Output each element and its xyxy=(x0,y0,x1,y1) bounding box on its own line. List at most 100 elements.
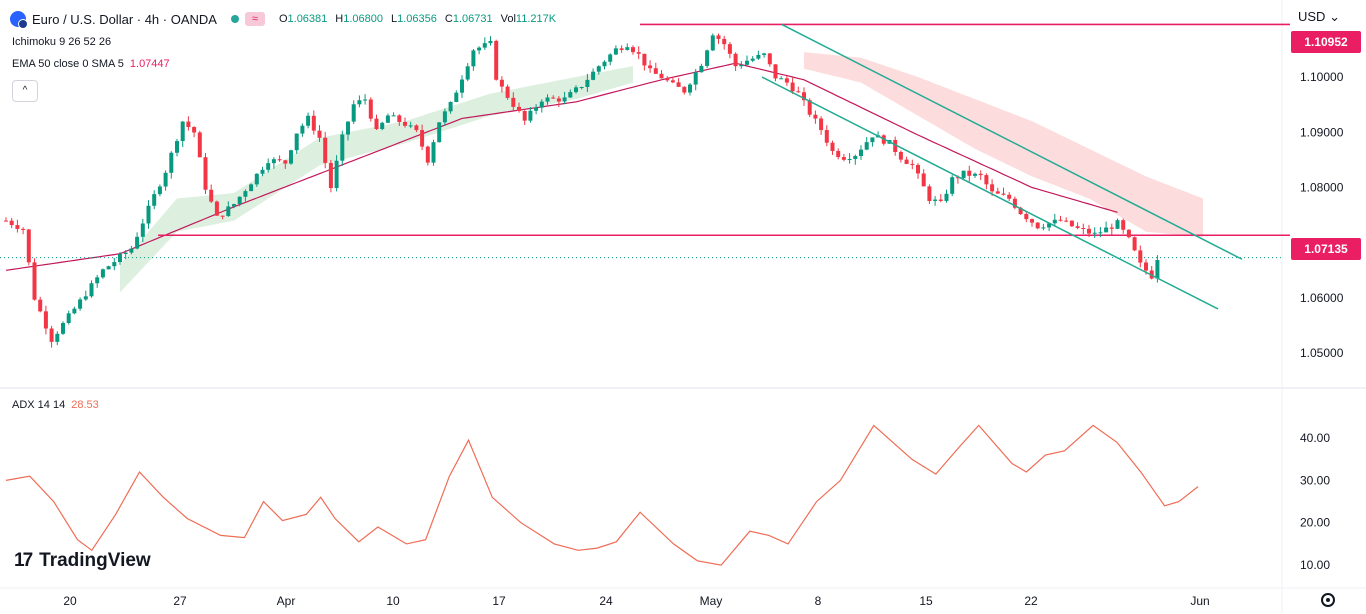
candle-body xyxy=(78,299,83,309)
candle-body xyxy=(254,173,259,185)
candle-body xyxy=(226,206,231,217)
candle-body xyxy=(385,115,390,123)
candle-body xyxy=(1081,227,1086,229)
candle-body xyxy=(1041,227,1046,229)
candle-body xyxy=(61,323,65,334)
adx-tick-label: 20.00 xyxy=(1300,516,1330,530)
adx-tick-label: 10.00 xyxy=(1300,558,1330,572)
candle-body xyxy=(773,64,778,79)
candle-body xyxy=(448,101,453,112)
candle-body xyxy=(334,160,339,189)
candles xyxy=(4,33,1160,348)
candle-body xyxy=(978,173,983,176)
candle-body xyxy=(534,107,539,111)
candle-body xyxy=(619,48,624,50)
candle-body xyxy=(556,98,561,102)
candle-body xyxy=(38,299,43,312)
candle-body xyxy=(465,66,470,80)
candle-body xyxy=(408,125,413,127)
candle-body xyxy=(1047,223,1052,228)
resistance-price-label: 1.10952 xyxy=(1291,31,1361,53)
price-tick-label: 1.09000 xyxy=(1300,125,1344,139)
candle-body xyxy=(750,58,755,61)
close-value: C1.06731 xyxy=(444,13,493,25)
candle-body xyxy=(904,159,909,164)
candle-body xyxy=(591,71,596,80)
candle-body xyxy=(363,99,368,101)
adx-line xyxy=(5,424,1199,566)
candle-body xyxy=(807,100,812,115)
candle-body xyxy=(477,47,482,51)
currency-selector[interactable]: USD ⌄ xyxy=(1298,9,1340,24)
candle-body xyxy=(955,177,960,179)
candle-body xyxy=(499,79,504,87)
candle-body xyxy=(631,47,635,53)
time-tick-label: Apr xyxy=(277,594,296,608)
price-tick-label: 1.06000 xyxy=(1300,291,1344,305)
channel-upper-line xyxy=(781,23,1243,260)
candle-body xyxy=(391,115,396,117)
candle-body xyxy=(779,78,784,80)
price-tick-label: 1.05000 xyxy=(1300,346,1344,360)
tradingview-logo-text: TradingView xyxy=(39,550,151,571)
adx-axis: 40.00 30.00 20.00 10.00 xyxy=(1300,431,1330,572)
candle-body xyxy=(938,199,943,201)
candle-body xyxy=(49,328,54,342)
time-tick-label: 22 xyxy=(1024,594,1038,608)
price-tick-label: 1.08000 xyxy=(1300,180,1344,194)
time-tick-label: Jun xyxy=(1190,594,1209,608)
time-tick-label: 15 xyxy=(919,594,933,608)
candle-body xyxy=(129,248,134,253)
candle-body xyxy=(767,53,772,65)
candle-body xyxy=(1012,198,1017,208)
tradingview-logo[interactable]: 17 TradingView xyxy=(14,550,151,572)
candle-body xyxy=(43,311,48,329)
candle-body xyxy=(676,82,681,87)
time-axis: 20 27 Apr 10 17 24 May 8 15 22 Jun xyxy=(63,594,1209,608)
candle-body xyxy=(1126,229,1131,238)
candle-body xyxy=(311,115,316,131)
candle-body xyxy=(482,43,487,48)
settings-icon[interactable] xyxy=(1321,593,1335,607)
candle-body xyxy=(1138,250,1143,263)
candle-body xyxy=(414,125,419,131)
candle-body xyxy=(653,68,658,74)
candle-body xyxy=(1132,237,1137,251)
candle-body xyxy=(66,313,71,324)
candle-body xyxy=(853,156,858,160)
adx-value: 28.53 xyxy=(71,399,99,411)
candle-body xyxy=(328,162,333,189)
ema-label[interactable]: EMA 50 close 0 SMA 5 1.07447 xyxy=(12,58,170,70)
candle-body xyxy=(995,191,1000,194)
candle-body xyxy=(898,152,903,160)
symbol-title[interactable]: Euro / U.S. Dollar · 4h · OANDA xyxy=(32,11,217,27)
candle-body xyxy=(380,122,385,130)
wave-icon[interactable]: ≈ xyxy=(244,12,265,26)
candle-body xyxy=(437,122,442,143)
collapse-indicators-button[interactable]: ^ xyxy=(12,80,38,102)
adx-tick-label: 30.00 xyxy=(1300,473,1330,487)
candle-body xyxy=(1104,227,1109,233)
ichimoku-label[interactable]: Ichimoku 9 26 52 26 xyxy=(12,36,112,48)
candle-body xyxy=(397,115,402,122)
candle-body xyxy=(682,86,687,93)
candle-body xyxy=(642,53,647,66)
candle-body xyxy=(1075,226,1080,228)
time-tick-label: 20 xyxy=(63,594,77,608)
candle-body xyxy=(790,82,795,92)
candle-body xyxy=(260,169,265,174)
adx-label[interactable]: ADX 14 14 28.53 xyxy=(12,399,99,411)
candle-body xyxy=(893,139,898,153)
candle-body xyxy=(1030,219,1034,223)
candle-body xyxy=(425,146,430,163)
candle-body xyxy=(864,142,869,150)
candle-body xyxy=(910,163,915,165)
candle-body xyxy=(670,80,675,83)
candle-body xyxy=(990,184,995,192)
ema-value: 1.07447 xyxy=(129,58,170,70)
candle-body xyxy=(819,118,824,131)
candle-body xyxy=(1144,262,1148,271)
candle-body xyxy=(841,157,846,160)
time-tick-label: 27 xyxy=(173,594,187,608)
